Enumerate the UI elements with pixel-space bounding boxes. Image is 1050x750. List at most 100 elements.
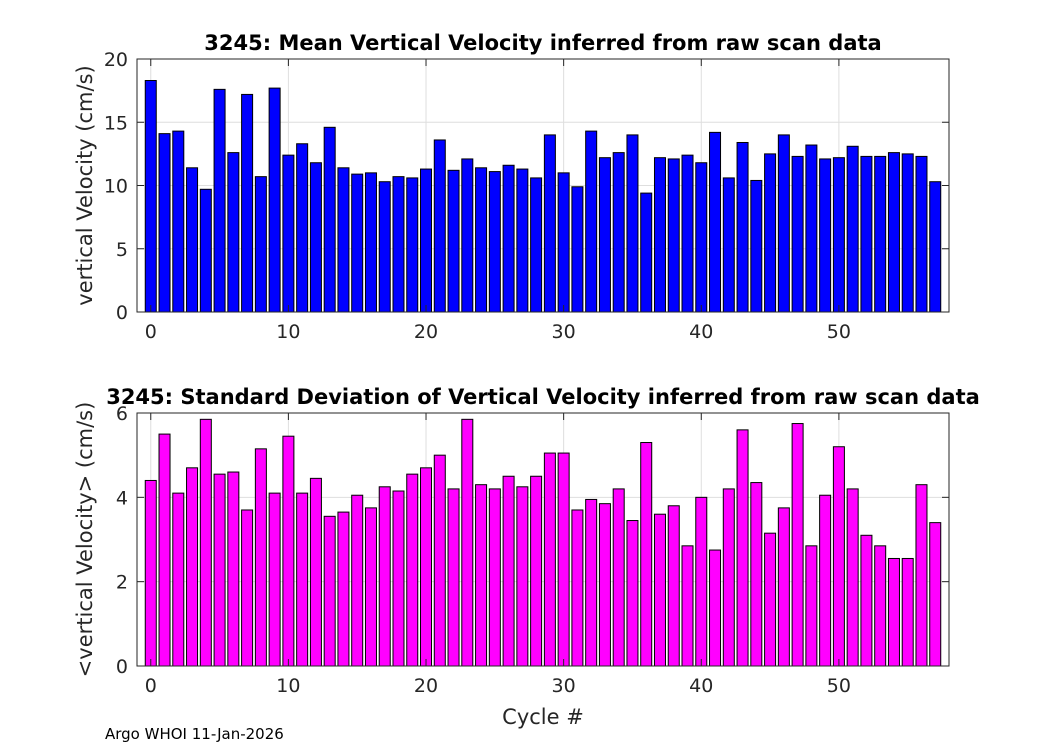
panel1-bar xyxy=(323,126,336,313)
panel1-xtick-label: 30 xyxy=(552,321,576,343)
panel2-bar xyxy=(323,515,336,667)
panel2-bar xyxy=(791,423,804,667)
panel1-ytick-label: 5 xyxy=(116,239,128,261)
panel2-bar xyxy=(475,484,488,667)
panel1-bar xyxy=(351,173,364,313)
panel2-xtick-label: 0 xyxy=(145,675,157,697)
panel1-bar xyxy=(296,143,309,313)
panel2-bar xyxy=(309,477,322,667)
panel2-bar xyxy=(805,545,818,667)
panel1-bar xyxy=(378,181,391,313)
panel2-xtick-label: 10 xyxy=(276,675,300,697)
panel1-bar xyxy=(791,155,804,313)
panel1-bar xyxy=(681,154,694,313)
panel2-bar xyxy=(846,488,859,667)
panel1-bar xyxy=(309,162,322,313)
panel1-bar xyxy=(887,152,900,313)
panel1-bar xyxy=(543,134,556,313)
panel1-bar xyxy=(282,154,295,313)
panel2-bar xyxy=(420,467,433,667)
panel2-bar xyxy=(667,505,680,667)
panel2-bar xyxy=(364,507,377,667)
panel2-bar xyxy=(557,452,570,667)
panel1-bar xyxy=(227,152,240,313)
panel1-bar xyxy=(364,172,377,313)
panel2-bar xyxy=(516,486,529,667)
panel2-bar xyxy=(461,418,474,667)
panel2-bar xyxy=(750,482,763,667)
panel1-bar xyxy=(337,167,350,313)
panel1-bar xyxy=(475,167,488,313)
panel1-bar xyxy=(241,93,254,313)
panel1-bar xyxy=(585,130,598,313)
panel2-ylabel: <vertical Velocity> (cm/s) xyxy=(73,402,97,678)
panel2-bar xyxy=(227,471,240,667)
panel1-bar xyxy=(653,157,666,313)
panel1-bar xyxy=(461,158,474,313)
panel2-bar xyxy=(860,534,873,667)
panel1-bar xyxy=(750,179,763,313)
footer-stamp: Argo WHOI 11-Jan-2026 xyxy=(105,725,284,743)
panel1-bar xyxy=(516,168,529,313)
panel2-bar xyxy=(585,498,598,667)
panel1-bar xyxy=(667,158,680,313)
panel2-xtick-label: 40 xyxy=(689,675,713,697)
panel2-bar xyxy=(406,473,419,667)
panel1-bar xyxy=(144,80,157,313)
panel2-title: 3245: Standard Deviation of Vertical Vel… xyxy=(106,385,980,409)
panel1-bar xyxy=(254,176,267,313)
panel2-bar xyxy=(819,494,832,667)
panel2-bar xyxy=(172,492,185,667)
panel1-bar xyxy=(764,153,777,313)
panel1-bar xyxy=(213,88,226,313)
panel1-bar xyxy=(199,188,212,313)
panel1-bar xyxy=(805,144,818,313)
panel2-bar xyxy=(254,448,267,667)
panel1-xtick-label: 40 xyxy=(689,321,713,343)
panel2-xtick-label: 20 xyxy=(414,675,438,697)
panel2-bar xyxy=(874,545,887,667)
panel2-bar xyxy=(351,494,364,667)
panel2-bar xyxy=(268,492,281,667)
panel1-bar xyxy=(392,176,405,313)
panel1-xtick-label: 0 xyxy=(145,321,157,343)
panel2-bar xyxy=(695,496,708,667)
panel1-bar xyxy=(530,177,543,313)
panel2-bar xyxy=(929,522,942,667)
panel1-xtick-label: 10 xyxy=(276,321,300,343)
panel2-axes-box xyxy=(136,412,950,667)
panel2-bar xyxy=(392,490,405,667)
panel2-bar xyxy=(764,532,777,667)
panel2-bar xyxy=(612,488,625,667)
panel1-bar xyxy=(571,186,584,313)
panel2-bar xyxy=(736,429,749,667)
panel2-bar xyxy=(199,418,212,667)
panel2-bar xyxy=(213,473,226,667)
panel1-bar xyxy=(695,162,708,313)
panel2-bar xyxy=(241,509,254,667)
panel1-bar xyxy=(406,177,419,313)
panel1-bar xyxy=(874,155,887,313)
panel2-bar xyxy=(158,433,171,667)
panel2-bar xyxy=(626,520,639,667)
panel1-bar xyxy=(502,164,515,313)
panel1-title: 3245: Mean Vertical Velocity inferred fr… xyxy=(204,31,881,55)
panel1-bar xyxy=(929,181,942,313)
panel1-bar xyxy=(860,155,873,313)
panel2-bar xyxy=(887,557,900,667)
panel2-bar xyxy=(832,446,845,667)
panel2-bar xyxy=(296,492,309,667)
panel1-bar xyxy=(901,153,914,313)
panel2-bar xyxy=(186,467,199,667)
panel1-bar xyxy=(433,139,446,313)
panel2-bar xyxy=(488,488,501,667)
panel2-bar xyxy=(722,488,735,667)
panel1-xtick-label: 50 xyxy=(827,321,851,343)
panel2-bar xyxy=(282,435,295,667)
panel1-bar xyxy=(915,155,928,313)
panel1-bar xyxy=(488,171,501,313)
panel1-bar xyxy=(172,130,185,313)
panel1-bar xyxy=(612,152,625,313)
panel1-bar xyxy=(832,157,845,313)
